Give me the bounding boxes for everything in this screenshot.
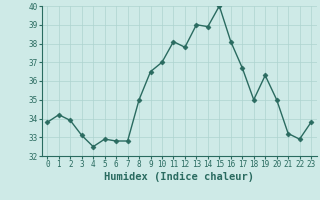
X-axis label: Humidex (Indice chaleur): Humidex (Indice chaleur): [104, 172, 254, 182]
